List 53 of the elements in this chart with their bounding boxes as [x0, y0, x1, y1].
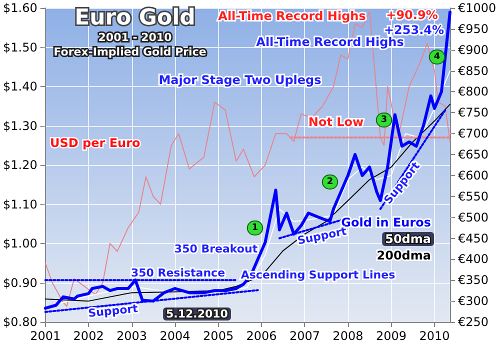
line-series — [44, 104, 450, 302]
y2-tick-label: €550 — [458, 189, 489, 204]
x-tick-label: 2007 — [289, 329, 320, 343]
annotation: Not Low — [308, 115, 364, 129]
text: 2001 - 2010 — [98, 31, 172, 44]
y-tick-label: $1.10 — [2, 197, 38, 212]
annotation: 3 — [380, 115, 388, 125]
annotation: +90.9% — [386, 8, 438, 22]
y-tick-label: $1.50 — [2, 40, 38, 54]
y-tick-label: $1.20 — [2, 158, 38, 172]
y-tick-label: $1.60 — [2, 1, 38, 15]
x-tick-label: 2002 — [73, 329, 104, 343]
annotation: 350 Breakout — [174, 242, 258, 256]
y2-tick-label: €850 — [458, 64, 489, 78]
y2-tick-label: €900 — [458, 42, 489, 57]
x-tick-label: 2001 — [30, 329, 61, 343]
y-tick-label: $0.90 — [2, 276, 38, 290]
y2-tick-label: €750 — [458, 106, 489, 120]
y-tick-label: $1.40 — [2, 80, 38, 94]
annotation: 1 — [252, 223, 258, 233]
y2-tick-label: €700 — [458, 126, 489, 141]
y2-tick-label: €800 — [458, 84, 489, 99]
y2-tick-label: €350 — [458, 273, 489, 288]
annotation: Major Stage Two Uplegs — [158, 73, 322, 87]
annotation: 4 — [434, 52, 440, 62]
x-tick-label: 2004 — [160, 329, 190, 343]
annotation: 350 Resistance — [130, 266, 226, 280]
y2-tick-label: €500 — [458, 210, 489, 224]
x-tick-label: 2008 — [332, 329, 364, 343]
y2-tick-label: €450 — [458, 231, 489, 246]
text: 200dma — [376, 248, 431, 262]
x-tick-label: 2003 — [116, 329, 148, 343]
y-tick-label: $1.00 — [2, 236, 38, 250]
x-tick-label: 2005 — [203, 329, 234, 343]
y2-tick-label: €400 — [458, 252, 489, 266]
y-tick-label: $1.30 — [2, 118, 38, 133]
x-tick-label: 2006 — [246, 329, 277, 343]
text: 50dma — [385, 232, 431, 246]
y2-tick-label: €300 — [458, 294, 489, 308]
x-tick-label: 2009 — [376, 329, 407, 343]
y2-tick-label: €650 — [458, 148, 489, 162]
y2-tick-label: €600 — [458, 168, 489, 182]
annotation: All-Time Record Highs — [218, 9, 366, 23]
y2-tick-label: €950 — [458, 22, 489, 36]
annotation: 5.12.2010 — [166, 308, 228, 320]
annotation: Support — [88, 302, 138, 320]
y-tick-label: $0.80 — [2, 315, 38, 329]
x-tick-label: 2010 — [419, 329, 450, 343]
y2-tick-label: €1000 — [458, 1, 496, 15]
y2-tick-label: €250 — [458, 315, 489, 329]
annotation: +253.4% — [384, 23, 444, 37]
annotation: 2 — [326, 177, 334, 187]
text: USD per Euro — [50, 136, 140, 150]
